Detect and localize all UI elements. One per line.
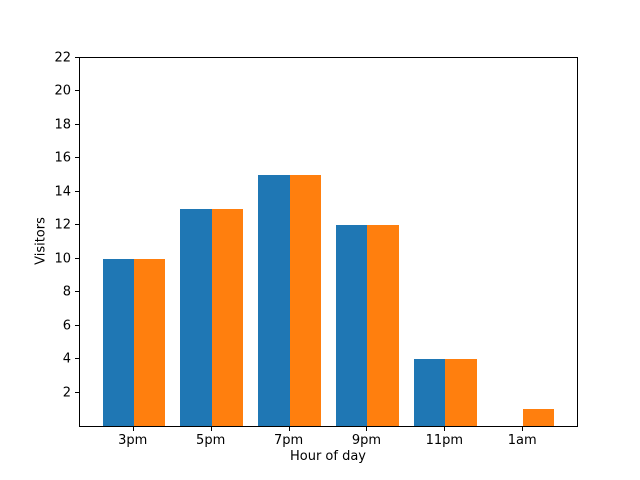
y-axis-tick xyxy=(75,391,79,393)
bar-blue-series-3pm xyxy=(102,258,134,426)
x-axis-tick xyxy=(444,427,446,431)
bar-blue-series-9pm xyxy=(336,225,368,426)
x-axis-tick xyxy=(288,427,290,431)
y-axis-tick xyxy=(75,190,79,192)
x-tick-label: 11pm xyxy=(425,433,464,448)
bar-orange-series-5pm xyxy=(211,208,243,426)
y-tick-label: 6 xyxy=(62,318,71,334)
y-tick-label: 16 xyxy=(54,150,71,166)
y-axis-tick xyxy=(75,257,79,259)
x-axis-tick xyxy=(132,427,134,431)
bar-orange-series-11pm xyxy=(445,359,477,426)
y-axis-tick xyxy=(75,123,79,125)
bar-orange-series-7pm xyxy=(289,175,321,426)
x-tick-label: 1am xyxy=(507,433,537,448)
y-axis-tick xyxy=(75,291,79,293)
x-axis-tick xyxy=(210,427,212,431)
bar-blue-series-7pm xyxy=(258,175,290,426)
bar-blue-series-11pm xyxy=(414,359,446,426)
plot-area xyxy=(79,57,578,427)
y-tick-label: 20 xyxy=(54,83,71,99)
y-tick-label: 22 xyxy=(54,50,71,66)
x-axis-label: Hour of day xyxy=(289,449,367,464)
x-tick-label: 7pm xyxy=(273,433,304,448)
y-axis-tick xyxy=(75,224,79,226)
y-tick-label: 10 xyxy=(54,251,71,267)
x-axis-tick xyxy=(522,427,524,431)
bar-orange-series-1am xyxy=(523,409,555,426)
y-tick-label: 8 xyxy=(62,284,71,300)
y-tick-label: 4 xyxy=(62,351,71,367)
y-axis-tick xyxy=(75,358,79,360)
y-tick-label: 14 xyxy=(54,184,71,200)
y-axis-tick xyxy=(75,157,79,159)
x-tick-label: 3pm xyxy=(118,433,148,448)
y-tick-label: 18 xyxy=(54,117,71,133)
y-axis-tick xyxy=(75,57,79,58)
x-tick-label: 9pm xyxy=(351,433,382,448)
x-tick-label: 5pm xyxy=(196,433,226,448)
x-axis-tick xyxy=(366,427,368,431)
bar-orange-series-9pm xyxy=(367,225,399,426)
y-axis-tick xyxy=(75,90,79,92)
y-tick-label: 12 xyxy=(54,217,71,233)
bar-orange-series-3pm xyxy=(133,258,165,426)
y-tick-label: 2 xyxy=(62,385,71,401)
bar-blue-series-5pm xyxy=(180,208,212,426)
y-axis-tick xyxy=(75,324,79,326)
